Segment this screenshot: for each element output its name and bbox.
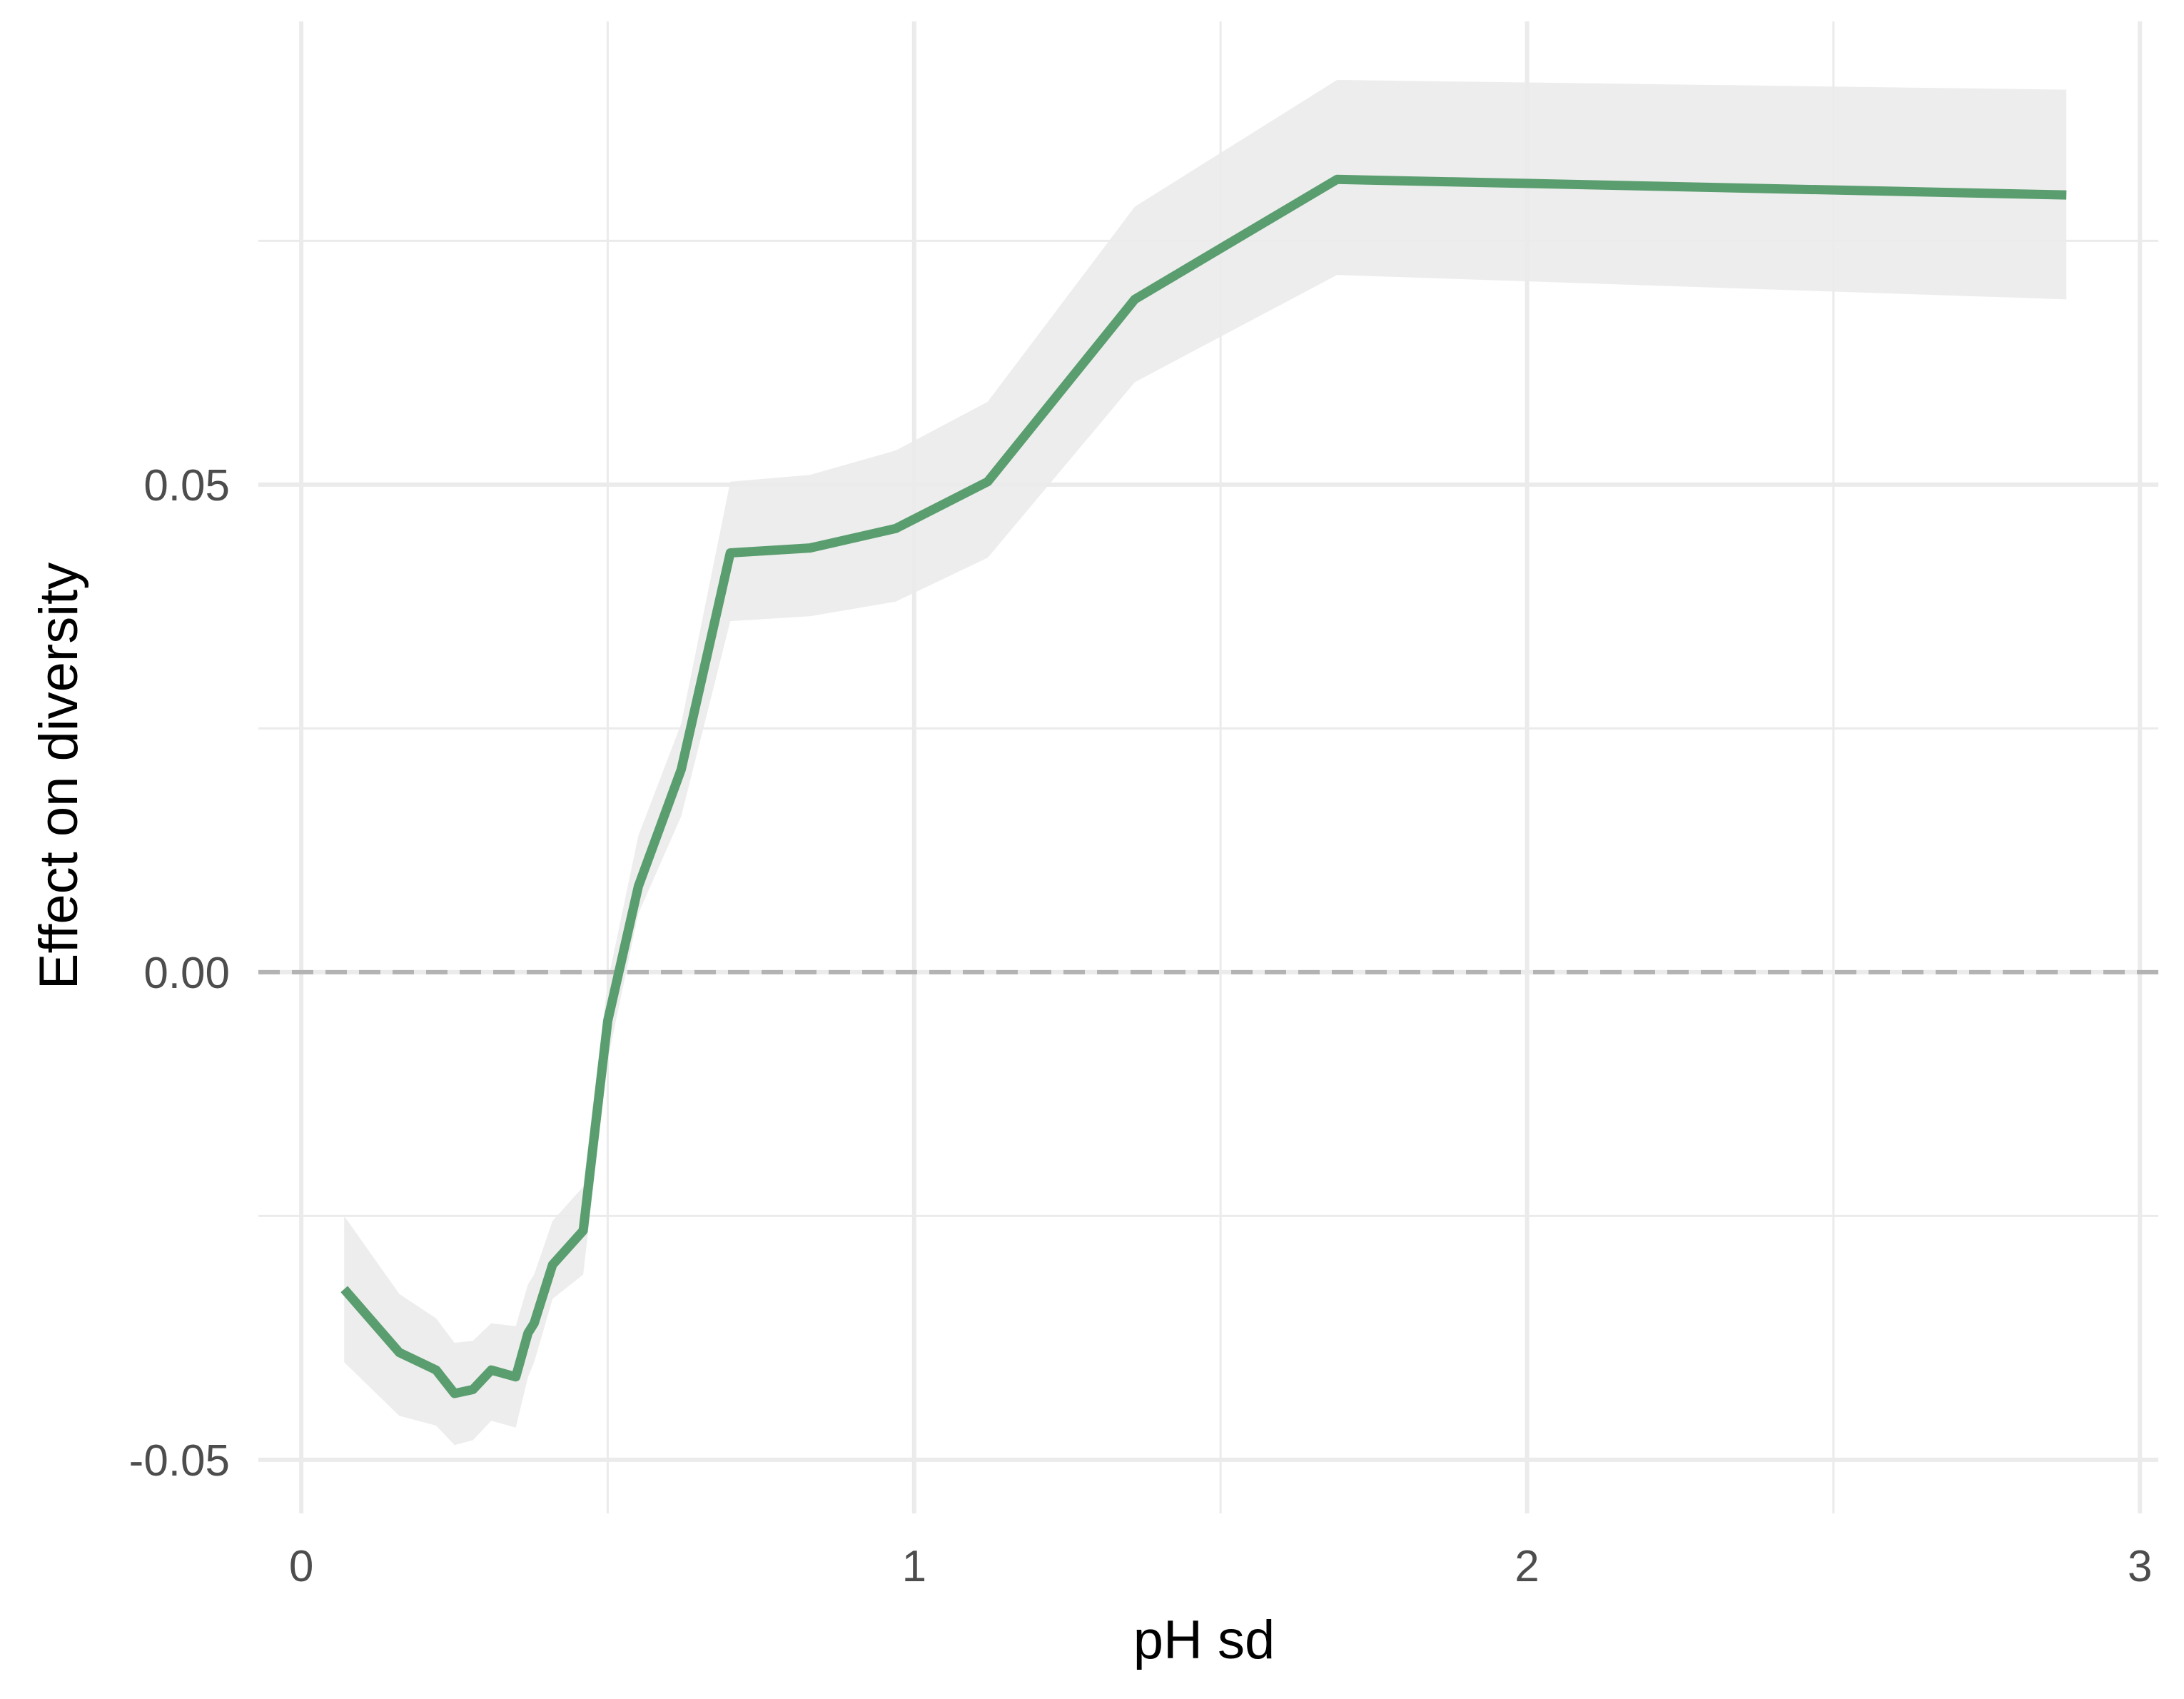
x-tick-label: 0 — [289, 1542, 313, 1591]
confidence-ribbon-layer — [344, 79, 2067, 1446]
x-tick-label: 1 — [902, 1542, 926, 1591]
y-axis-title: Effect on diversity — [29, 563, 89, 989]
x-tick-labels: 0 1 2 3 — [289, 1542, 2153, 1591]
confidence-ribbon — [344, 79, 2067, 1446]
x-axis-title: pH sd — [1133, 1610, 1275, 1670]
effect-line — [340, 174, 2067, 1398]
x-tick-label: 2 — [1515, 1542, 1539, 1591]
x-tick-label: 3 — [2128, 1542, 2152, 1591]
effect-line-layer — [340, 174, 2067, 1398]
y-tick-label: 0.05 — [143, 461, 230, 510]
y-tick-label: 0.00 — [143, 949, 230, 998]
y-tick-label: -0.05 — [129, 1436, 230, 1486]
y-tick-labels: -0.05 0.00 0.05 — [129, 461, 230, 1486]
